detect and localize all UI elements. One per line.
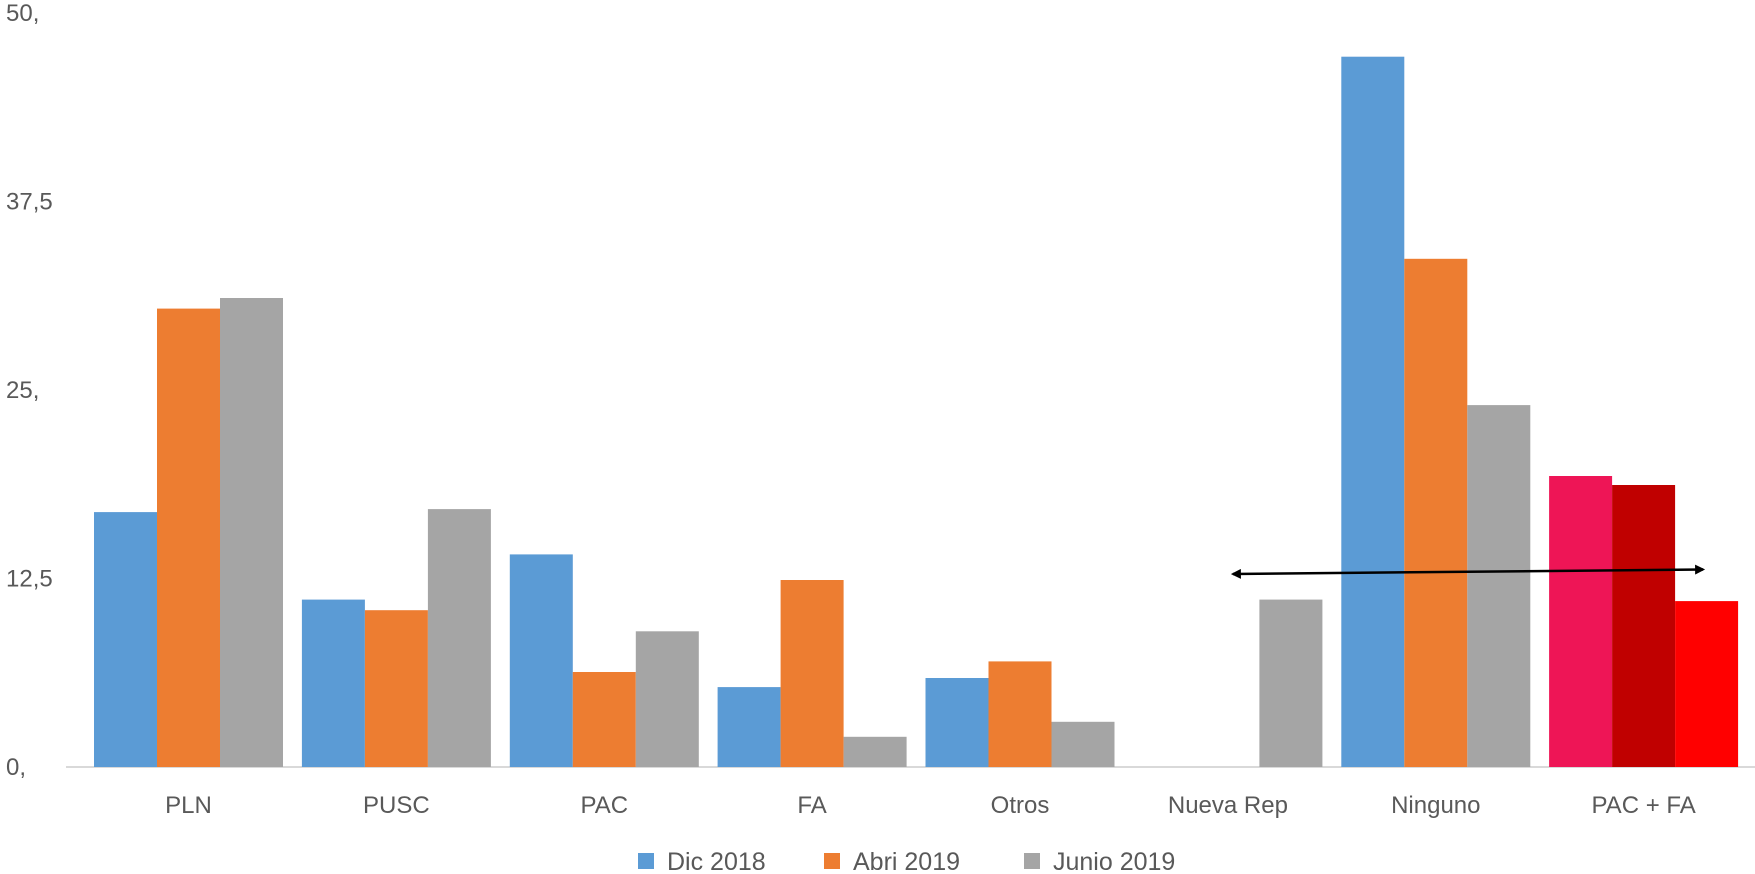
bar	[157, 308, 220, 767]
legend-swatch	[1024, 853, 1040, 869]
legend-label: Junio 2019	[1053, 848, 1175, 874]
x-tick-label: PAC + FA	[1591, 792, 1695, 819]
bar	[1259, 599, 1323, 767]
bar	[1675, 601, 1739, 767]
bar	[301, 599, 365, 767]
bar	[427, 509, 491, 767]
double-arrow	[1230, 564, 1706, 579]
bar	[717, 687, 781, 767]
annotation-arrow	[1230, 564, 1706, 579]
bar	[925, 678, 989, 767]
bar	[572, 672, 636, 767]
y-tick-label: 25,	[6, 377, 39, 404]
bar	[1612, 485, 1676, 767]
legend-swatch	[638, 853, 654, 869]
x-tick-label: Nueva Rep	[1168, 792, 1288, 819]
x-tick-label: PAC	[581, 792, 629, 819]
bar	[1549, 476, 1613, 767]
bars	[94, 56, 1739, 767]
bar	[364, 610, 428, 767]
bar	[780, 580, 844, 767]
bar	[1404, 258, 1468, 767]
bar	[1467, 405, 1531, 767]
y-tick-label: 37,5	[6, 189, 53, 216]
legend-label: Dic 2018	[667, 848, 766, 874]
y-tick-label: 0,	[6, 754, 26, 781]
x-tick-label: PUSC	[363, 792, 430, 819]
y-tick-label: 50,	[6, 0, 39, 27]
bar	[94, 512, 157, 767]
x-tick-label: Ninguno	[1391, 792, 1480, 819]
x-tick-label: Otros	[991, 792, 1050, 819]
bar	[843, 736, 907, 767]
bar	[220, 298, 283, 767]
bar	[509, 554, 573, 767]
legend-swatch	[824, 853, 840, 869]
bar	[1341, 56, 1405, 767]
x-tick-label: PLN	[165, 792, 212, 819]
x-tick-label: FA	[797, 792, 826, 819]
legend-label: Abri 2019	[853, 848, 960, 874]
x-axis-ticks: PLN PUSC PAC FA Otros Nueva Rep Ninguno PAC + F…	[165, 792, 1696, 819]
y-tick-label: 12,5	[6, 566, 53, 593]
bar	[988, 661, 1052, 767]
bar	[635, 631, 699, 767]
legend: Dic 2018 Abri 2019 Junio 2019	[638, 848, 1175, 874]
bar	[1051, 721, 1115, 767]
y-axis-ticks: 0, 12,5 25, 37,5 50,	[6, 0, 53, 781]
